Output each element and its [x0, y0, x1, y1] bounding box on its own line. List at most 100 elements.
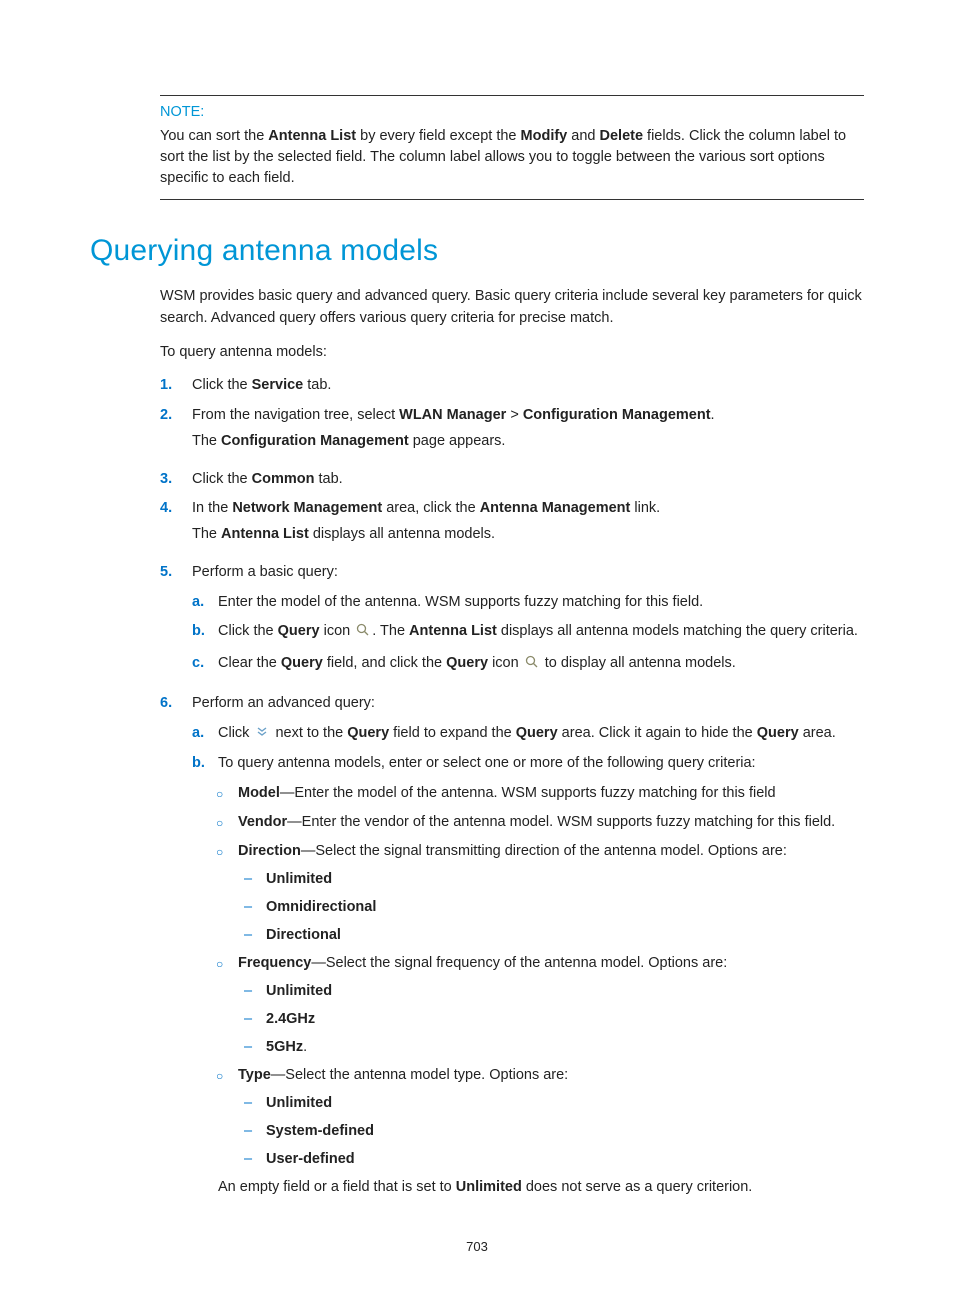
criteria-vendor: ○ Vendor—Enter the vendor of the antenna…	[216, 812, 864, 834]
step-6b: b. To query antenna models, enter or sel…	[192, 753, 864, 775]
t: Configuration Management	[523, 407, 711, 423]
substep-content: Click the Query icon . The Antenna List …	[218, 621, 864, 645]
t: —Select the signal transmitting directio…	[301, 843, 787, 859]
t: 2.4GHz	[266, 1011, 315, 1027]
t: Click the	[192, 471, 252, 487]
t: Query	[516, 725, 558, 741]
note-body: You can sort the Antenna List by every f…	[160, 126, 864, 189]
t: —Select the antenna model type. Options …	[271, 1067, 568, 1083]
criteria-type: ○ Type—Select the antenna model type. Op…	[216, 1065, 864, 1087]
t: . The	[372, 623, 409, 639]
dash-icon: –	[244, 897, 266, 919]
substep-marker: b.	[192, 753, 218, 775]
dash-icon: –	[244, 1009, 266, 1031]
dash-icon: –	[244, 925, 266, 947]
search-icon	[356, 623, 370, 645]
step-4: 4. In the Network Management area, click…	[160, 498, 864, 554]
intro-paragraph: WSM provides basic query and advanced qu…	[160, 286, 864, 330]
t: .	[303, 1039, 307, 1055]
t: Type	[238, 1067, 271, 1083]
direction-option: –Directional	[244, 925, 864, 947]
dash-icon: –	[244, 981, 266, 1003]
t: Antenna List	[268, 128, 356, 144]
search-icon	[525, 655, 539, 677]
t: Antenna Management	[480, 500, 631, 516]
type-option: –Unlimited	[244, 1093, 864, 1115]
expand-icon	[256, 724, 268, 746]
bullet-icon: ○	[216, 841, 238, 863]
option-content: Unlimited	[266, 869, 864, 891]
t: Perform an advanced query:	[192, 695, 375, 711]
criteria-model: ○ Model—Enter the model of the antenna. …	[216, 783, 864, 805]
dash-icon: –	[244, 1149, 266, 1171]
t: field, and click the	[323, 655, 446, 671]
lead-in: To query antenna models:	[160, 342, 864, 364]
substep-marker: a.	[192, 592, 218, 614]
substep-content: Enter the model of the antenna. WSM supp…	[218, 592, 864, 614]
direction-option: –Unlimited	[244, 869, 864, 891]
t: Omnidirectional	[266, 899, 376, 915]
step-marker: 1.	[160, 375, 192, 397]
bullet-content: Type—Select the antenna model type. Opti…	[238, 1065, 864, 1087]
t: —Enter the vendor of the antenna model. …	[287, 814, 835, 830]
step-2: 2. From the navigation tree, select WLAN…	[160, 405, 864, 461]
t: Query	[446, 655, 488, 671]
t: displays all antenna models.	[309, 526, 495, 542]
bullet-content: Model—Enter the model of the antenna. WS…	[238, 783, 864, 805]
option-content: System-defined	[266, 1121, 864, 1143]
tail-note: An empty field or a field that is set to…	[218, 1177, 864, 1199]
t: Antenna List	[221, 526, 309, 542]
criteria-frequency: ○ Frequency—Select the signal frequency …	[216, 953, 864, 975]
criteria-direction: ○ Direction—Select the signal transmitti…	[216, 841, 864, 863]
t: Unlimited	[266, 983, 332, 999]
substep-content: Clear the Query field, and click the Que…	[218, 653, 864, 677]
t: and	[567, 128, 599, 144]
frequency-option: –5GHz.	[244, 1037, 864, 1059]
frequency-option: –2.4GHz	[244, 1009, 864, 1031]
bullet-icon: ○	[216, 1065, 238, 1087]
step-content: Perform a basic query: a. Enter the mode…	[192, 562, 864, 685]
t: Network Management	[232, 500, 382, 516]
t: link.	[630, 500, 660, 516]
t: System-defined	[266, 1123, 374, 1139]
t: tab.	[314, 471, 342, 487]
dash-icon: –	[244, 869, 266, 891]
bullet-content: Vendor—Enter the vendor of the antenna m…	[238, 812, 864, 834]
t: Unlimited	[456, 1179, 522, 1195]
substep-content: Click next to the Query field to expand …	[218, 723, 864, 746]
option-content: Omnidirectional	[266, 897, 864, 919]
frequency-option: –Unlimited	[244, 981, 864, 1003]
t: Query	[281, 655, 323, 671]
t: Modify	[521, 128, 568, 144]
dash-icon: –	[244, 1121, 266, 1143]
t: .	[711, 407, 715, 423]
t: Vendor	[238, 814, 287, 830]
dash-icon: –	[244, 1037, 266, 1059]
step-follow: The Antenna List displays all antenna mo…	[192, 524, 864, 546]
step-6a: a. Click next to the Query field to expa…	[192, 723, 864, 746]
dash-icon: –	[244, 1093, 266, 1115]
page-number: 703	[0, 1239, 954, 1254]
t: Frequency	[238, 955, 311, 971]
t: icon	[488, 655, 523, 671]
t: —Select the signal frequency of the ante…	[311, 955, 727, 971]
option-content: 2.4GHz	[266, 1009, 864, 1031]
t: In the	[192, 500, 232, 516]
t: area, click the	[382, 500, 480, 516]
substep-content: To query antenna models, enter or select…	[218, 753, 864, 775]
t: User-defined	[266, 1151, 355, 1167]
step-5a: a. Enter the model of the antenna. WSM s…	[192, 592, 864, 614]
t: next to the	[271, 725, 347, 741]
option-content: Unlimited	[266, 981, 864, 1003]
note-title: NOTE:	[160, 104, 864, 120]
t: Perform a basic query:	[192, 564, 338, 580]
t: Direction	[238, 843, 301, 859]
t: Service	[252, 377, 304, 393]
t: Click the	[192, 377, 252, 393]
t: Clear the	[218, 655, 281, 671]
step-6: 6. Perform an advanced query: a. Click n…	[160, 693, 864, 1199]
substep-marker: b.	[192, 621, 218, 645]
t: You can sort the	[160, 128, 268, 144]
step-marker: 3.	[160, 469, 192, 491]
t: WLAN Manager	[399, 407, 506, 423]
